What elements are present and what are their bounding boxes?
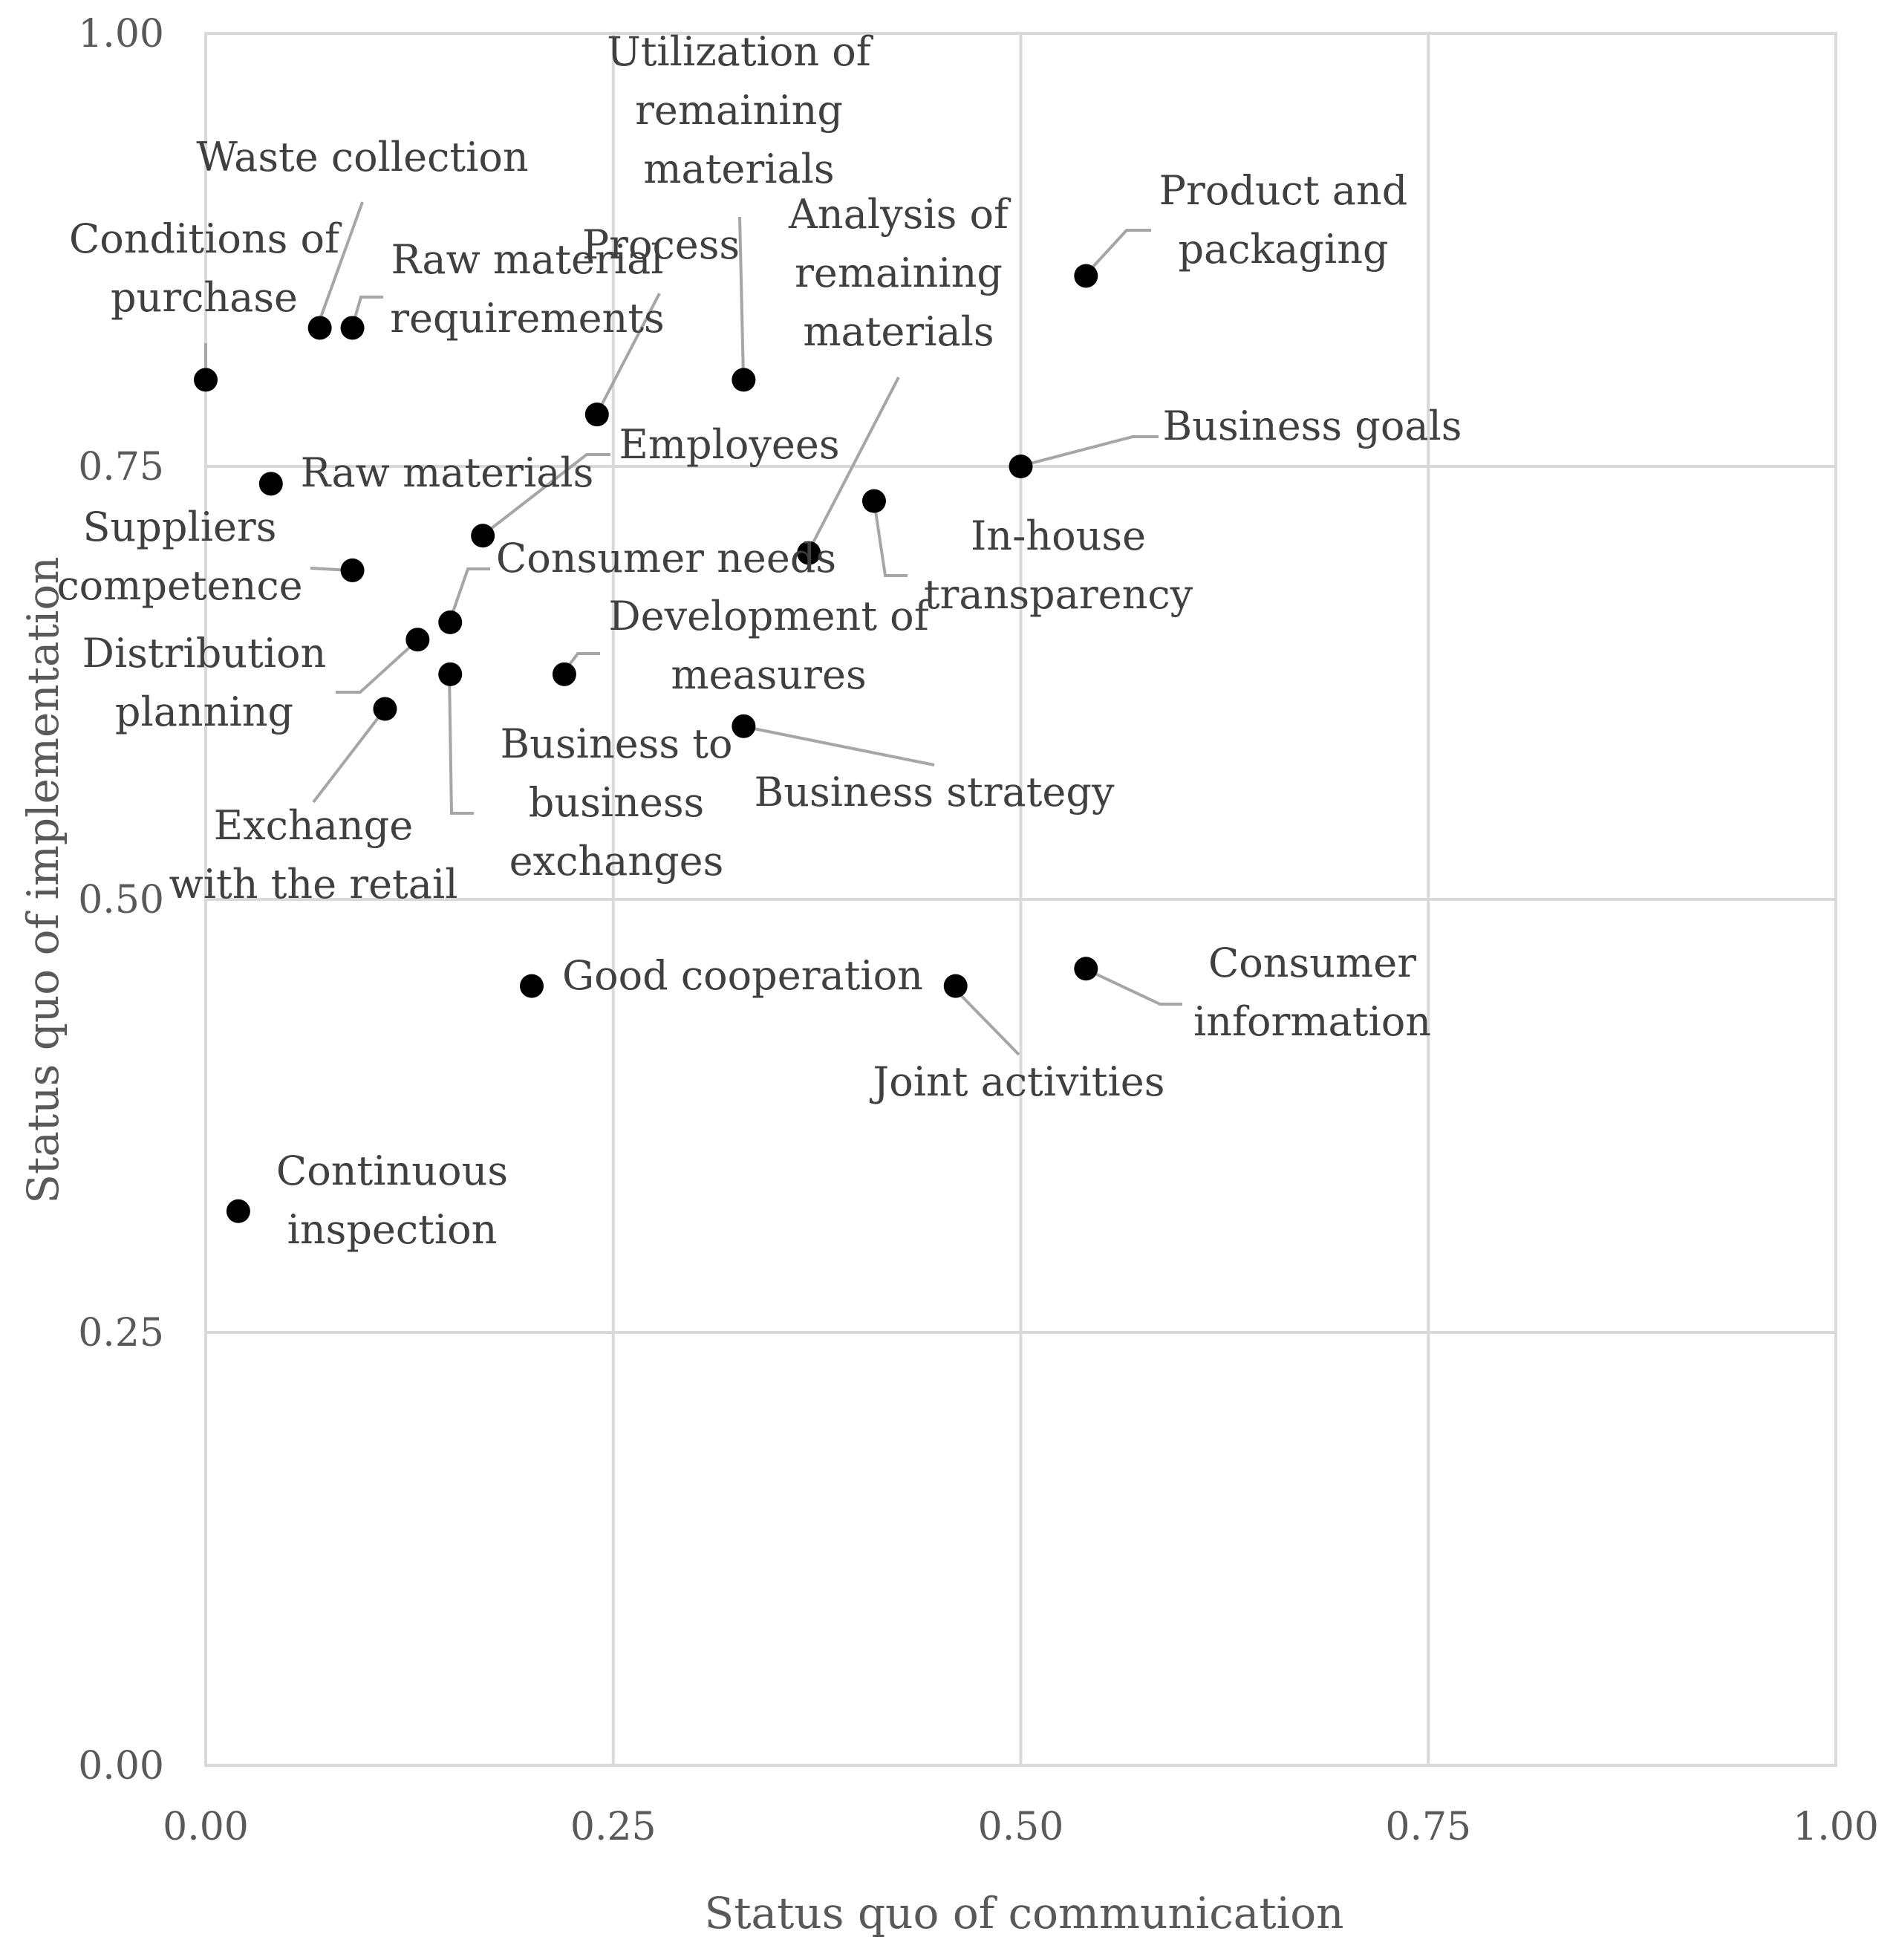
x-tick-label: 0.00 <box>163 1805 249 1849</box>
x-tick-label: 0.25 <box>570 1805 657 1849</box>
point-label-exchange-with-the-retail: Exchange with the retail <box>169 802 458 908</box>
point-label-continuous-inspection: Continuous inspection <box>276 1147 508 1253</box>
data-point-raw-material-requirements <box>340 316 365 340</box>
x-axis-title: Status quo of communication <box>705 1888 1344 1938</box>
leader-line-waste-collection <box>316 201 364 326</box>
point-label-consumer-needs: Consumer needs <box>496 535 836 582</box>
data-point-continuous-inspection <box>226 1199 250 1223</box>
point-label-raw-materials: Raw materials <box>301 449 594 496</box>
data-point-joint-activities <box>943 974 968 998</box>
data-point-business-strategy <box>732 714 756 738</box>
leader-line-business-to-business-exchanges <box>448 674 474 815</box>
leader-line-distribution-planning <box>336 639 419 694</box>
data-point-utilization-of-remaining-materials <box>732 368 756 392</box>
leader-line-consumer-needs <box>448 567 490 623</box>
y-tick-label: 1.00 <box>78 12 164 56</box>
point-label-consumer-information: Consumer information <box>1193 940 1431 1045</box>
point-label-distribution-planning: Distribution planning <box>82 630 327 735</box>
x-tick-label: 0.75 <box>1385 1805 1471 1849</box>
point-label-waste-collection: Waste collection <box>196 134 528 180</box>
leader-line-joint-activities <box>952 986 1020 1056</box>
data-point-product-and-packaging <box>1074 264 1098 288</box>
y-tick-label: 0.75 <box>78 445 164 489</box>
gridlines <box>204 32 1837 1767</box>
data-point-suppliers-competence <box>340 558 365 582</box>
data-point-exchange-with-the-retail <box>373 697 397 721</box>
plot-area-border <box>204 32 1837 1767</box>
leader-line-product-and-packaging <box>1083 229 1151 278</box>
point-label-joint-activities: Joint activities <box>870 1058 1165 1105</box>
data-point-business-to-business-exchanges <box>438 662 463 686</box>
point-label-business-strategy: Business strategy <box>755 769 1115 815</box>
leader-line-raw-material-requirements <box>351 296 383 326</box>
y-tick-label: 0.00 <box>78 1744 164 1788</box>
point-label-process: Process <box>582 221 740 268</box>
y-axis-title: Status quo of implementation <box>18 556 68 1203</box>
data-point-raw-materials <box>258 472 283 496</box>
data-points <box>194 264 1098 1223</box>
y-tick-label: 0.25 <box>78 1311 164 1355</box>
point-label-employees: Employees <box>619 421 839 468</box>
data-point-process <box>584 403 609 427</box>
data-point-good-cooperation <box>520 974 544 998</box>
point-label-utilization-of-remaining-materials: Utilization of remaining materials <box>607 28 874 192</box>
leader-line-exchange-with-the-retail <box>312 708 386 804</box>
data-point-consumer-needs <box>438 610 463 634</box>
x-tick-label: 1.00 <box>1793 1805 1879 1849</box>
x-tick-label: 0.50 <box>978 1805 1064 1849</box>
data-point-waste-collection <box>307 316 332 340</box>
leader-line-consumer-information <box>1085 968 1182 1006</box>
leader-line-business-goals <box>1018 435 1159 468</box>
point-label-product-and-packaging: Product and packaging <box>1159 167 1408 273</box>
point-label-development-of-measures: Development of measures <box>608 593 931 698</box>
leader-line-business-strategy <box>742 725 935 766</box>
data-point-conditions-of-purchase <box>194 368 218 392</box>
point-label-business-to-business-exchanges: Business to business exchanges <box>501 720 733 885</box>
point-label-business-goals: Business goals <box>1162 403 1462 449</box>
data-point-employees <box>471 524 495 548</box>
leader-line-utilization-of-remaining-materials <box>738 216 745 378</box>
data-point-distribution-planning <box>405 628 430 652</box>
leader-line-employees <box>480 453 610 538</box>
point-label-raw-material-requirements: Raw material requirements <box>390 236 665 342</box>
leader-line-analysis-of-remaining-materials <box>808 377 900 550</box>
point-label-in-house-transparency: In-house transparency <box>924 512 1193 618</box>
point-label-conditions-of-purchase: Conditions of purchase <box>69 215 342 321</box>
leader-line-in-house-transparency <box>873 501 908 577</box>
point-label-analysis-of-remaining-materials: Analysis of remaining materials <box>788 191 1011 355</box>
data-point-analysis-of-remaining-materials <box>797 541 821 565</box>
data-point-in-house-transparency <box>861 489 886 513</box>
data-point-development-of-measures <box>552 662 576 686</box>
point-labels: Conditions of purchase Waste collection Raw… <box>56 28 1462 1253</box>
point-label-good-cooperation: Good cooperation <box>562 952 923 999</box>
y-tick-label: 0.50 <box>78 878 164 922</box>
label-leader-lines <box>204 201 1182 1056</box>
data-point-consumer-information <box>1074 957 1098 981</box>
axis-ticks: 0.00 0.25 0.50 0.75 1.00 0.00 0.25 0.50 0.75 1.00 <box>78 12 1879 1849</box>
data-point-business-goals <box>1009 455 1033 478</box>
leader-line-process <box>596 293 661 414</box>
point-label-suppliers-competence: Suppliers competence <box>56 504 302 609</box>
